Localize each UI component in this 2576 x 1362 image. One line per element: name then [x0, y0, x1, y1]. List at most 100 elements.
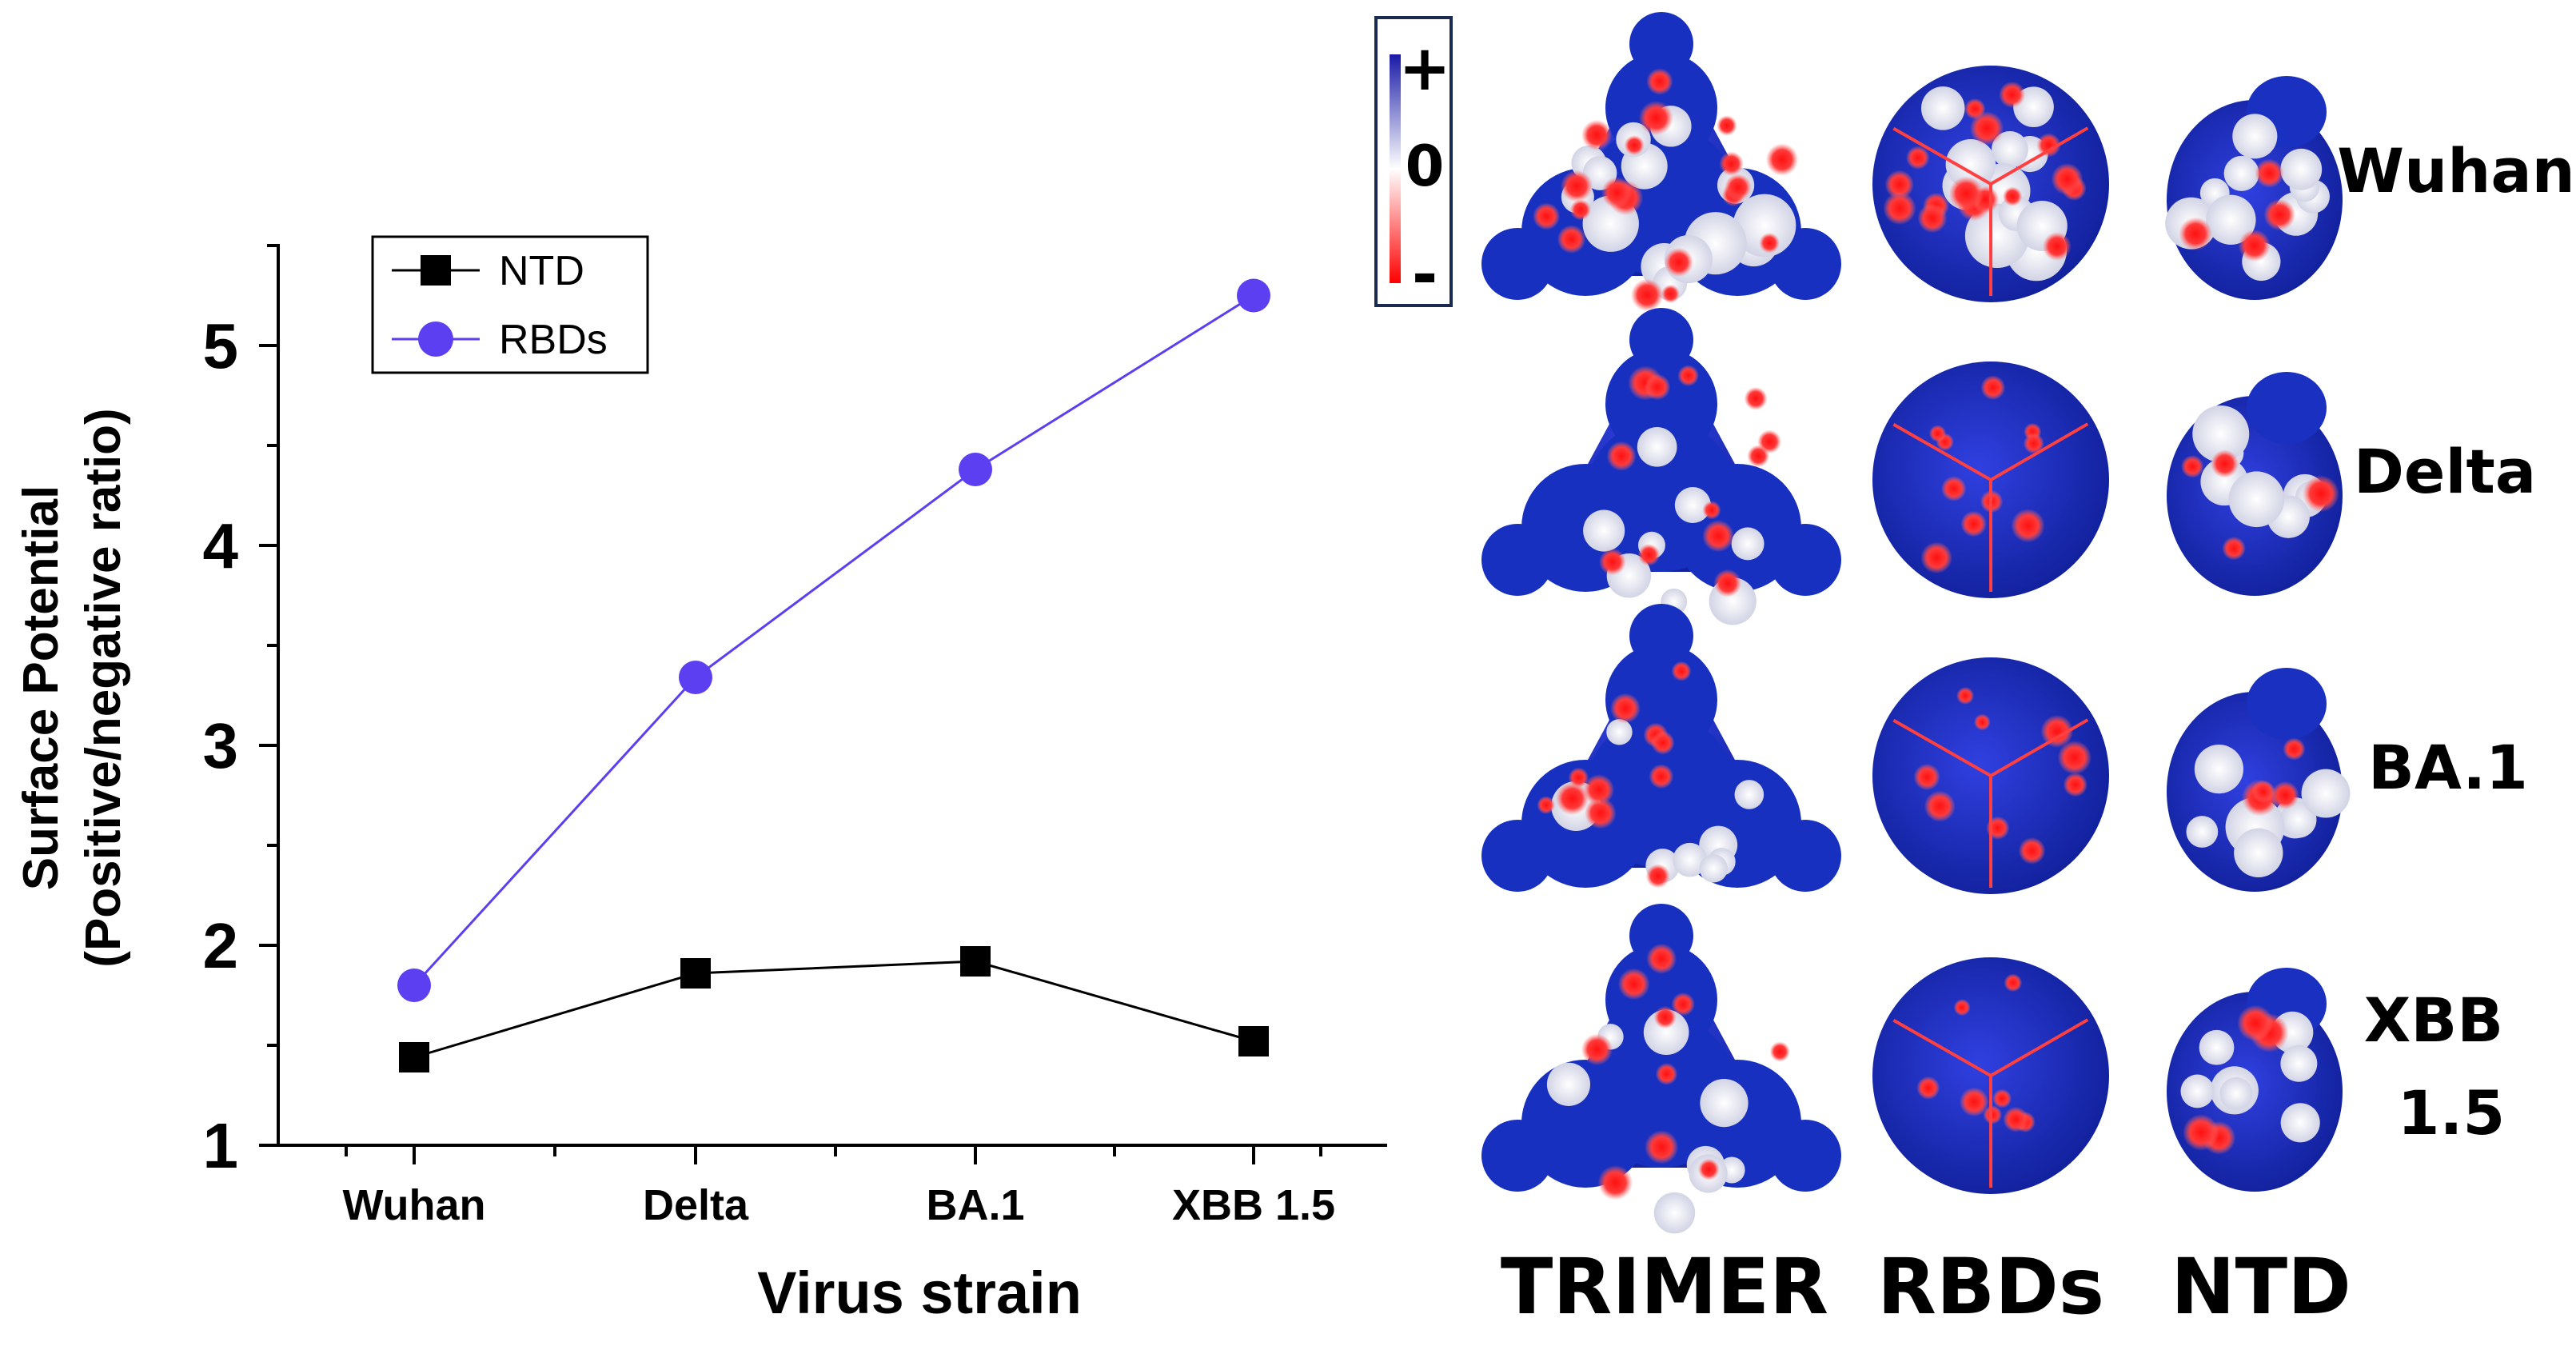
y-tick-label: 3 — [203, 710, 239, 781]
rbds-surface — [1872, 66, 2109, 302]
negative-patch — [1999, 81, 2026, 108]
column-label-trimer: TRIMER — [1501, 1242, 1828, 1332]
trimer-surface — [1481, 604, 1841, 892]
negative-patch — [1581, 119, 1613, 150]
rbd-interface — [1892, 1018, 1992, 1077]
negative-patch — [1956, 686, 1975, 705]
row-label-xbb-version: 1.5 — [2398, 1077, 2506, 1148]
negative-patch — [1959, 1087, 1989, 1117]
negative-patch — [1973, 713, 1991, 731]
negative-patch — [2042, 232, 2072, 261]
negative-patch — [1906, 146, 1930, 170]
neutral-patch — [1637, 426, 1677, 467]
neutral-patch — [1606, 719, 1633, 745]
rbd-interface — [1892, 718, 1992, 777]
negative-patch — [2057, 741, 2092, 775]
negative-patch — [1597, 1164, 1633, 1200]
negative-patch — [1717, 115, 1737, 136]
neutral-patch — [1583, 509, 1625, 552]
y-tick-label: 2 — [203, 910, 239, 981]
neutral-patch — [1699, 854, 1728, 883]
negative-patch — [2180, 455, 2204, 478]
neutral-patch — [1546, 1062, 1591, 1106]
rbd-interface — [1892, 126, 1992, 186]
ntd-surface — [2165, 76, 2343, 300]
trimer-lobe — [1481, 228, 1553, 300]
data-point-ntd — [680, 958, 711, 989]
row-label-xbb: XBB — [2364, 985, 2503, 1056]
neutral-patch — [1700, 1078, 1749, 1128]
trimer-lobe — [1629, 604, 1693, 668]
y-tick-label: 5 — [203, 310, 239, 381]
ntd-surface — [2167, 968, 2343, 1192]
negative-patch — [1769, 1041, 1790, 1062]
neutral-patch — [1734, 780, 1765, 809]
negative-patch — [1646, 68, 1673, 95]
row-label-ba1: BA.1 — [2368, 732, 2528, 803]
legend-rbds-marker — [418, 322, 453, 357]
neutral-patch — [2280, 1103, 2320, 1143]
row-label-delta: Delta — [2354, 436, 2536, 507]
negative-patch — [1948, 176, 1984, 211]
negative-patch — [2036, 133, 2061, 158]
negative-patch — [2255, 158, 2284, 188]
negative-patch — [1630, 278, 1664, 312]
negative-patch — [1599, 548, 1626, 576]
negative-patch — [2179, 217, 2212, 251]
column-label-ntd: NTD — [2171, 1242, 2351, 1332]
negative-patch — [1583, 774, 1615, 805]
data-point-rbds — [679, 661, 712, 694]
legend: NTD RBDs — [371, 235, 649, 374]
negative-patch — [2238, 229, 2271, 262]
x-axis-ticks: Wuhan Delta BA.1 XBB 1.5 — [343, 1145, 1335, 1229]
data-point-ntd — [960, 946, 991, 977]
ntd-surface — [2167, 668, 2351, 892]
colorbar: + 0 - — [1374, 16, 1453, 311]
neutral-patch — [2186, 816, 2219, 848]
rbd-interface — [1990, 422, 2089, 481]
negative-patch — [1584, 797, 1617, 829]
colorbar-plus-label: + — [1398, 33, 1450, 105]
neutral-patch — [2280, 1044, 2318, 1082]
negative-patch — [1646, 943, 1677, 974]
negative-patch — [1644, 373, 1671, 401]
negative-patch — [1645, 864, 1670, 889]
data-point-rbds — [959, 453, 992, 486]
colorbar-minus-label: - — [1412, 239, 1438, 311]
trimer-lobe — [1769, 820, 1841, 892]
neutral-patch — [2194, 744, 2244, 794]
x-axis-title: Virus strain — [757, 1260, 1082, 1326]
trimer-surface — [1481, 904, 1841, 1234]
rbd-interface — [1990, 126, 2089, 186]
ntd-lobe — [2247, 668, 2327, 740]
negative-patch — [1928, 425, 1947, 442]
negative-patch — [1719, 151, 1744, 176]
negative-patch — [1765, 143, 1799, 176]
negative-patch — [1645, 1130, 1679, 1164]
rbds-surface — [1872, 657, 2109, 894]
y-tick-label: 4 — [203, 510, 239, 581]
negative-patch — [2040, 715, 2074, 748]
neutral-patch — [2199, 1029, 2235, 1065]
y-axis-title-line1: Surface Potential — [14, 485, 69, 890]
negative-patch — [2003, 1106, 2029, 1132]
x-tick-label: Wuhan — [343, 1181, 486, 1229]
negative-patch — [2023, 433, 2044, 454]
negative-patch — [1671, 992, 1695, 1017]
negative-patch — [1924, 790, 1956, 822]
negative-patch — [1637, 543, 1661, 566]
neutral-patch — [1920, 86, 1965, 130]
legend-ntd-marker — [421, 255, 451, 286]
neutral-patch — [1731, 527, 1765, 561]
negative-patch — [1724, 174, 1752, 202]
negative-patch — [1941, 476, 1967, 501]
neutral-patch — [2192, 405, 2250, 463]
negative-patch — [1883, 191, 1916, 226]
negative-patch — [1568, 767, 1589, 789]
negative-patch — [1533, 202, 1561, 230]
negative-patch — [1677, 365, 1699, 386]
negative-patch — [1702, 501, 1721, 520]
negative-patch — [1916, 1076, 1940, 1100]
negative-patch — [2283, 737, 2306, 761]
negative-patch — [1713, 569, 1742, 597]
